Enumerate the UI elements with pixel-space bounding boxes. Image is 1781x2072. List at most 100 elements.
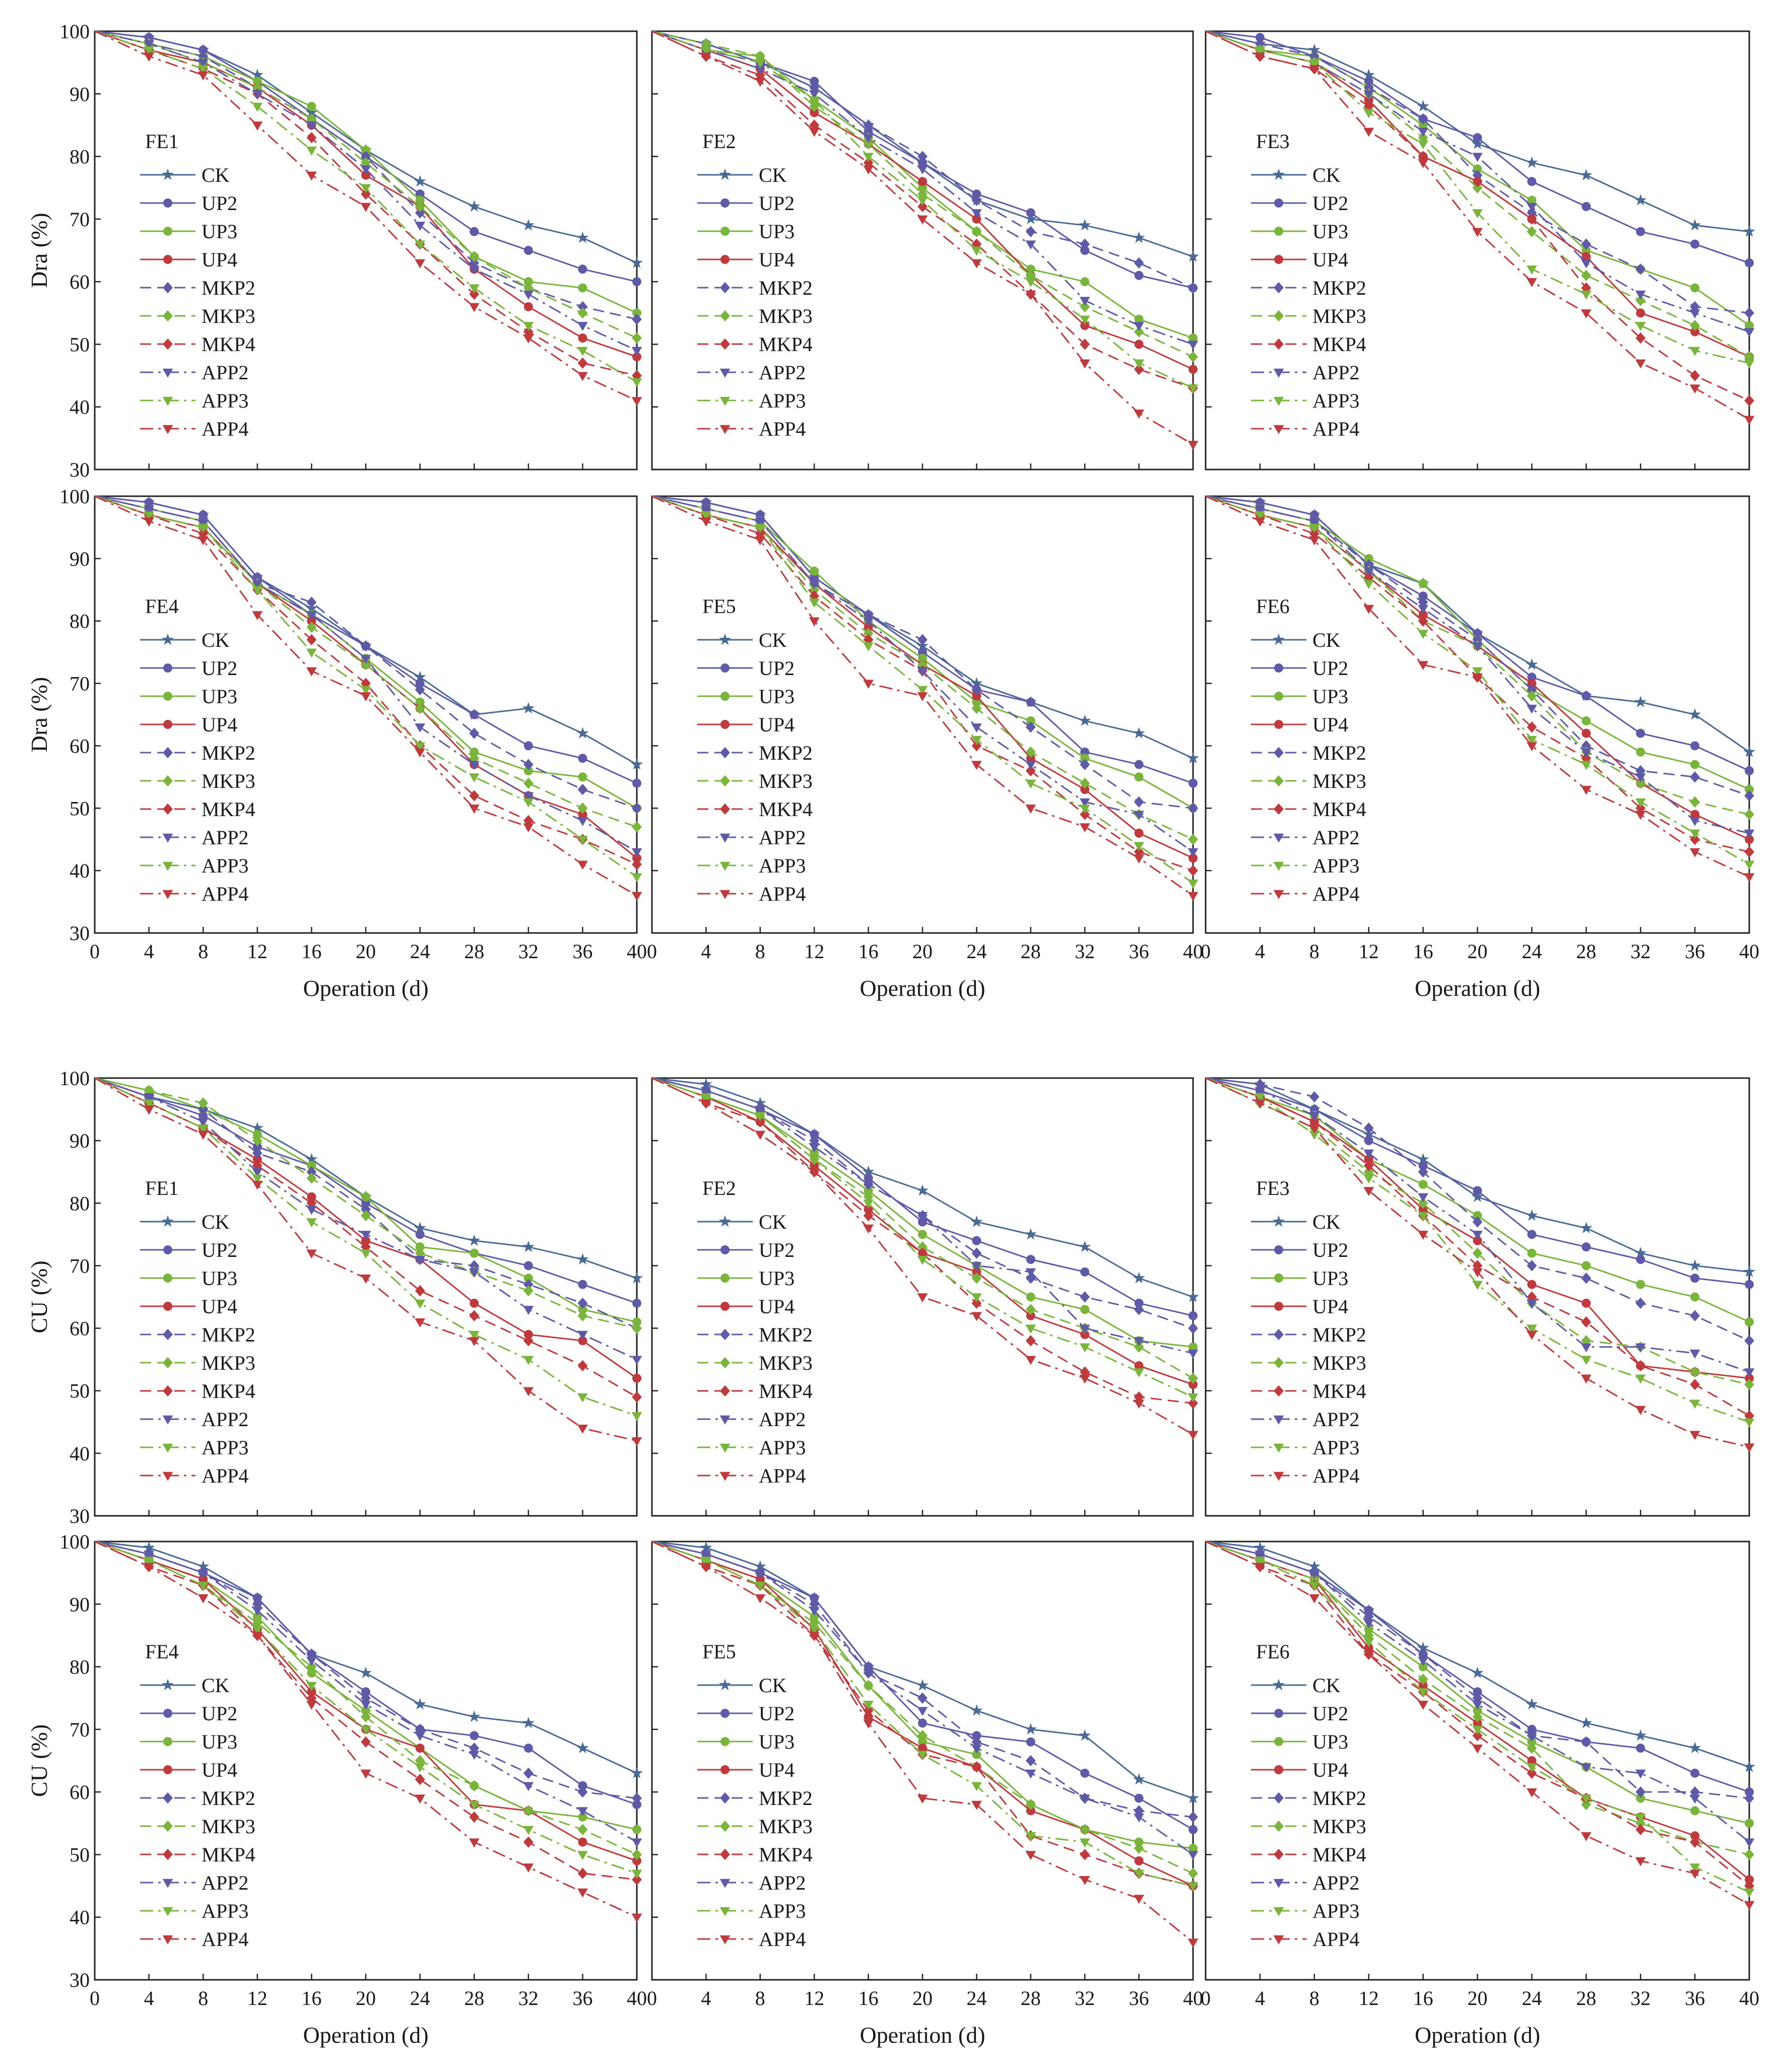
data-point — [1472, 228, 1483, 237]
legend-marker — [163, 1792, 173, 1804]
legend-marker — [163, 1357, 173, 1369]
x-tick-label: 0 — [647, 1987, 657, 2010]
data-point — [361, 1706, 370, 1715]
series-app2 — [1205, 1077, 1755, 1378]
series-line — [651, 1077, 1194, 1404]
data-point — [197, 65, 209, 75]
data-point — [1363, 1619, 1374, 1629]
legend-marker — [1273, 861, 1284, 871]
data-point — [1255, 511, 1266, 520]
data-point — [1581, 1298, 1591, 1308]
data-point — [918, 158, 927, 167]
legend-label: APP2 — [202, 826, 248, 849]
series-app2 — [94, 495, 642, 857]
legend-marker — [720, 775, 730, 787]
data-point — [632, 778, 641, 788]
data-point — [1026, 1737, 1035, 1747]
data-point — [469, 790, 480, 801]
data-point — [523, 1863, 534, 1873]
series-up4 — [1205, 1077, 1754, 1383]
legend-label: MKP4 — [202, 1843, 255, 1866]
data-point — [1134, 1895, 1144, 1904]
data-point — [1188, 879, 1199, 889]
data-point — [360, 654, 371, 664]
series-app3 — [94, 1541, 642, 1879]
x-tick-label: 20 — [912, 940, 933, 963]
data-point — [523, 1335, 534, 1347]
series-mkp4 — [651, 1077, 1198, 1409]
data-point — [1025, 779, 1036, 789]
legend-marker — [720, 1302, 730, 1311]
data-point — [1025, 290, 1036, 300]
plot-frame — [94, 1541, 638, 1981]
legend-marker — [1274, 720, 1283, 729]
data-point — [199, 1111, 208, 1120]
data-point — [1134, 842, 1144, 851]
data-point — [252, 121, 263, 131]
data-point — [577, 1786, 588, 1798]
data-point — [415, 195, 425, 205]
data-point — [144, 40, 154, 49]
x-axis-label: Operation (d) — [860, 2022, 985, 2048]
legend-marker — [1274, 1765, 1283, 1774]
data-point — [523, 1387, 534, 1396]
legend-label: UP3 — [1312, 1730, 1348, 1753]
data-point — [1689, 1431, 1700, 1440]
series-line — [94, 1077, 637, 1417]
data-point — [1418, 1656, 1428, 1666]
data-point — [755, 1112, 766, 1121]
data-point — [632, 308, 641, 318]
data-point — [1473, 1236, 1482, 1245]
legend-label: APP4 — [759, 1464, 806, 1487]
data-point — [469, 1800, 480, 1810]
data-point — [1580, 309, 1592, 319]
legend-marker — [1274, 255, 1283, 264]
data-point — [1744, 809, 1754, 820]
data-point — [577, 1310, 588, 1321]
legend-label: MKP4 — [202, 1380, 255, 1402]
legend-marker — [1273, 1907, 1284, 1916]
data-point — [1527, 207, 1537, 219]
data-point — [1025, 1268, 1036, 1278]
legend-label: CK — [202, 629, 230, 651]
data-point — [1080, 809, 1090, 820]
legend-marker — [719, 633, 731, 645]
data-point — [810, 1593, 819, 1602]
series-line — [94, 1541, 637, 1843]
y-tick-label: 100 — [59, 1067, 90, 1090]
legend-label: MKP3 — [759, 1815, 813, 1838]
data-point — [414, 175, 426, 187]
legend-label: UP3 — [202, 220, 237, 243]
data-point — [1255, 1093, 1266, 1103]
series-app2 — [651, 1077, 1199, 1359]
data-point — [1635, 1769, 1646, 1779]
data-point — [1362, 69, 1375, 81]
series-app3 — [1205, 495, 1755, 870]
data-point — [252, 102, 263, 112]
data-point — [970, 1704, 983, 1716]
data-point — [252, 1129, 262, 1139]
data-point — [917, 667, 928, 677]
data-point — [1581, 270, 1592, 281]
data-point — [1080, 238, 1090, 250]
series-up2 — [1205, 495, 1754, 775]
data-point — [1134, 1341, 1144, 1353]
data-point — [1527, 203, 1537, 212]
x-tick-label: 16 — [1413, 1987, 1433, 2010]
legend-label: APP4 — [202, 418, 248, 440]
data-point — [1418, 1205, 1428, 1214]
data-point — [1580, 1763, 1592, 1773]
data-point — [1580, 290, 1592, 300]
data-point — [863, 1180, 874, 1190]
data-point — [1255, 33, 1265, 42]
data-point — [1134, 326, 1144, 338]
data-point — [863, 634, 874, 646]
legend-marker — [1274, 803, 1284, 815]
data-point — [306, 1661, 317, 1673]
data-point — [918, 1744, 927, 1753]
data-point — [1134, 1368, 1144, 1378]
series-app3 — [94, 495, 642, 883]
data-point — [810, 1161, 819, 1170]
data-point — [1580, 1356, 1592, 1365]
